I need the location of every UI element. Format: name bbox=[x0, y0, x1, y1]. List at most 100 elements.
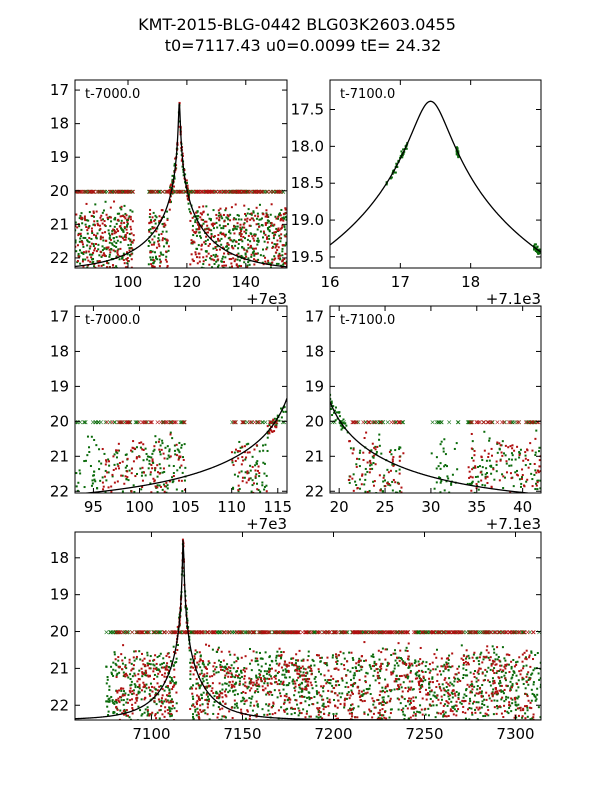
data-point bbox=[249, 704, 252, 707]
data-point bbox=[237, 242, 240, 245]
data-point bbox=[458, 678, 461, 681]
data-point bbox=[109, 234, 112, 237]
data-point bbox=[202, 680, 205, 683]
data-point bbox=[284, 235, 287, 238]
data-point bbox=[282, 683, 285, 686]
data-point bbox=[203, 709, 206, 712]
data-point bbox=[115, 449, 118, 452]
data-point bbox=[125, 714, 128, 717]
data-point bbox=[412, 707, 415, 710]
data-point bbox=[145, 671, 148, 674]
data-point bbox=[118, 718, 121, 720]
data-point bbox=[203, 220, 206, 223]
data-point bbox=[234, 676, 237, 679]
data-point-x: × bbox=[440, 629, 446, 637]
data-point-x: × bbox=[255, 418, 261, 426]
data-point bbox=[114, 700, 117, 703]
data-point bbox=[90, 253, 93, 256]
data-point bbox=[496, 699, 499, 702]
data-point bbox=[197, 223, 200, 226]
data-point-x: × bbox=[143, 629, 149, 637]
data-point-x: × bbox=[177, 629, 183, 637]
data-point-x: × bbox=[235, 188, 241, 196]
data-point bbox=[255, 252, 258, 255]
data-point bbox=[170, 678, 173, 681]
data-point bbox=[392, 725, 394, 727]
data-point bbox=[257, 495, 259, 497]
data-point bbox=[87, 219, 90, 222]
data-point bbox=[488, 504, 490, 506]
data-point bbox=[96, 487, 99, 490]
data-point-x: × bbox=[477, 418, 483, 426]
data-point bbox=[174, 682, 177, 685]
data-point bbox=[488, 459, 491, 462]
data-point bbox=[340, 663, 343, 666]
data-point bbox=[158, 484, 161, 487]
data-point-x: × bbox=[522, 629, 528, 637]
data-point bbox=[149, 241, 152, 244]
data-point-x: × bbox=[97, 188, 103, 196]
data-point bbox=[158, 255, 161, 258]
data-point bbox=[210, 229, 213, 232]
data-point bbox=[536, 479, 539, 482]
data-point bbox=[116, 463, 119, 466]
data-point bbox=[362, 497, 364, 499]
data-point-x: × bbox=[222, 188, 228, 196]
data-point bbox=[443, 713, 446, 716]
data-point bbox=[105, 700, 108, 703]
data-point bbox=[255, 444, 258, 447]
data-point bbox=[158, 265, 161, 268]
data-point bbox=[232, 689, 235, 692]
data-point bbox=[223, 676, 226, 679]
data-point bbox=[221, 668, 224, 671]
data-point bbox=[212, 712, 215, 715]
data-point bbox=[245, 481, 248, 484]
data-point bbox=[480, 706, 483, 709]
data-point bbox=[345, 424, 348, 427]
data-point bbox=[473, 675, 476, 678]
data-point bbox=[123, 694, 126, 697]
data-point bbox=[264, 651, 267, 654]
data-point bbox=[414, 696, 417, 699]
data-point bbox=[354, 480, 357, 483]
data-point-x: × bbox=[434, 629, 440, 637]
data-point bbox=[525, 704, 528, 707]
data-point bbox=[95, 444, 98, 447]
data-point bbox=[403, 662, 406, 665]
data-point-x: × bbox=[377, 629, 383, 637]
data-point bbox=[225, 682, 228, 685]
data-point-x: × bbox=[109, 418, 115, 426]
data-point-x: × bbox=[146, 188, 152, 196]
data-point bbox=[471, 468, 474, 471]
data-point bbox=[225, 207, 228, 210]
data-point-x: × bbox=[182, 188, 188, 196]
data-point bbox=[250, 212, 253, 215]
data-point-x: × bbox=[171, 188, 177, 196]
data-point bbox=[471, 494, 473, 496]
data-point bbox=[491, 645, 494, 648]
data-point bbox=[196, 707, 199, 710]
data-point bbox=[239, 223, 242, 226]
data-point-x: × bbox=[179, 629, 185, 637]
data-point bbox=[382, 689, 385, 692]
data-point bbox=[355, 662, 358, 665]
data-point bbox=[159, 497, 161, 499]
data-point-x: × bbox=[125, 418, 131, 426]
data-point-x: × bbox=[472, 629, 478, 637]
data-point bbox=[505, 698, 508, 701]
data-point bbox=[366, 461, 369, 464]
data-point-x: × bbox=[168, 418, 174, 426]
data-point-x: × bbox=[511, 629, 517, 637]
data-point bbox=[360, 483, 363, 486]
data-point bbox=[234, 689, 237, 692]
data-point bbox=[186, 181, 189, 184]
data-point bbox=[501, 440, 504, 443]
data-point bbox=[470, 432, 473, 435]
data-point-x: × bbox=[228, 188, 234, 196]
data-point bbox=[88, 241, 91, 244]
data-point bbox=[230, 664, 233, 667]
data-point bbox=[133, 672, 136, 675]
data-point bbox=[472, 466, 475, 469]
data-point bbox=[296, 667, 299, 670]
data-point-x: × bbox=[124, 629, 130, 637]
